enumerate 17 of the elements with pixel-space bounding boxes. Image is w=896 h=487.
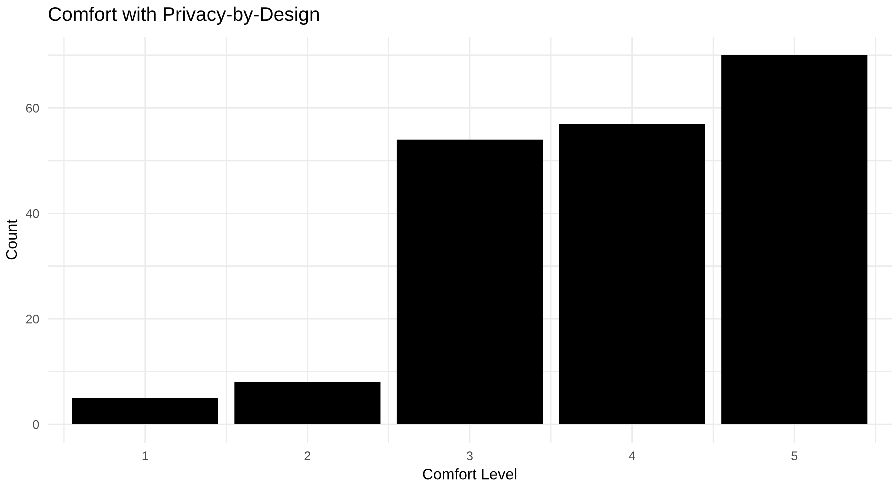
y-axis-title: Count <box>6 220 18 260</box>
y-tick-label: 20 <box>26 314 40 324</box>
x-tick-label: 4 <box>629 452 636 460</box>
x-axis-title: Comfort Level <box>423 468 517 480</box>
y-tick-label: 40 <box>26 209 40 218</box>
y-tick-label: 60 <box>26 104 40 113</box>
x-tick-label: 2 <box>304 452 311 460</box>
bar <box>396 140 544 425</box>
bar <box>234 382 381 425</box>
bar <box>559 124 706 425</box>
x-tick-label: 5 <box>792 452 798 461</box>
bar <box>72 398 218 425</box>
x-tick-label: 1 <box>142 452 148 460</box>
x-tick-label: 3 <box>467 452 473 461</box>
bar <box>722 55 868 425</box>
chart-title: Comfort with Privacy-by-Design <box>48 6 320 26</box>
y-tick-label: 0 <box>33 420 40 430</box>
